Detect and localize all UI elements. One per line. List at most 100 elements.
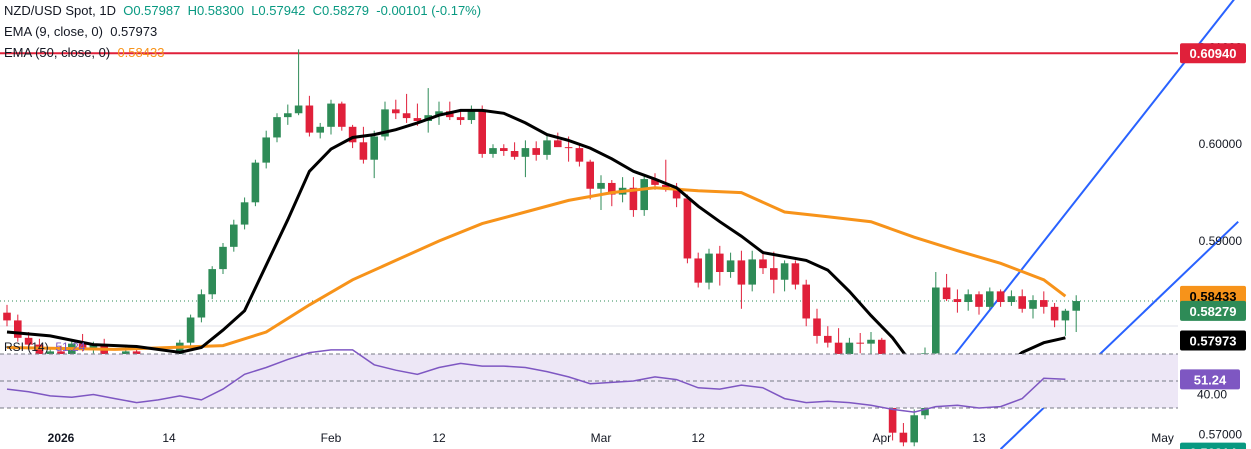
candle: [240, 197, 249, 230]
candle: [1061, 308, 1070, 336]
candle: [575, 144, 584, 167]
candle: [435, 101, 443, 125]
candle: [489, 144, 497, 158]
candle-body: [294, 105, 303, 114]
candle: [748, 250, 756, 292]
legend-rsi-value: 51.24: [55, 340, 86, 354]
candle: [359, 126, 368, 164]
y-tick-label: 0.57000: [1199, 428, 1243, 442]
candle: [964, 289, 972, 311]
candle-body: [953, 299, 962, 303]
candle: [683, 194, 692, 264]
candle-body: [770, 268, 778, 280]
legend-ema50-label: EMA (50, close, 0): [4, 45, 111, 60]
candle: [975, 291, 983, 315]
legend-rsi-label: RSI (14): [4, 340, 49, 354]
candle-body: [791, 263, 800, 285]
candle: [780, 260, 789, 292]
candle-body: [543, 140, 551, 155]
resistance-tag: 0.60940: [1180, 43, 1246, 64]
candle-body: [1050, 306, 1059, 321]
candle-body: [1040, 300, 1048, 307]
close-price-tag-label: 0.58279: [1190, 304, 1237, 319]
candle-body: [824, 335, 832, 343]
candle: [726, 252, 735, 278]
candle-body: [316, 126, 324, 133]
rsi-value-tag-label: 51.24: [1194, 372, 1227, 387]
candle-body: [672, 187, 681, 199]
candle: [478, 105, 486, 158]
legend-high: H0.58300: [187, 3, 244, 18]
ema9-price-tag-bg: [1180, 330, 1246, 351]
candle: [834, 328, 843, 358]
candle: [824, 326, 832, 348]
x-tick-label: Apr: [872, 431, 891, 445]
candle: [543, 134, 551, 160]
candle: [14, 314, 22, 342]
candle: [629, 177, 638, 217]
candle: [532, 141, 540, 161]
candle: [456, 110, 465, 125]
candle-body: [100, 344, 108, 360]
candle-body: [219, 246, 227, 270]
legend-low: L0.57942: [251, 3, 306, 18]
candle-body: [597, 182, 605, 189]
candle-body: [402, 113, 411, 119]
candle-body: [651, 179, 659, 185]
candle-body: [910, 415, 918, 443]
candle-body: [845, 342, 854, 357]
candle: [1040, 291, 1048, 314]
candle-body: [273, 117, 281, 138]
candle-body: [381, 109, 389, 137]
candle: [899, 423, 908, 447]
candle: [3, 304, 11, 327]
candle: [910, 409, 918, 447]
x-tick-label: Feb: [321, 431, 342, 445]
legend-open: O0.57987: [123, 3, 181, 18]
rsi-line: [6, 349, 1066, 413]
candle-body: [813, 318, 821, 336]
candle-body: [608, 182, 616, 195]
candle: [381, 101, 389, 141]
candle: [802, 279, 810, 327]
candle: [986, 287, 994, 310]
support-tag: 0.56814: [1180, 442, 1246, 449]
candle-body: [694, 258, 702, 283]
candle: [597, 175, 605, 211]
candle-body: [532, 148, 540, 155]
candle: [521, 140, 530, 178]
candle-body: [867, 339, 875, 344]
candle: [294, 49, 303, 116]
candle-body: [780, 263, 789, 280]
rsi-value-tag: 51.24: [1180, 369, 1240, 390]
candle-body: [78, 343, 87, 348]
ema9-price-tag-label: 0.57973: [1190, 333, 1237, 348]
legend-ema50-value: 0.58433: [117, 45, 165, 60]
candle: [467, 105, 476, 124]
y-tick-label: 0.59000: [1199, 234, 1243, 248]
candle-body: [726, 260, 735, 273]
candle: [316, 122, 324, 139]
candle-body: [510, 151, 519, 157]
candle-body: [500, 148, 508, 152]
candle: [370, 130, 378, 179]
candle-body: [586, 161, 594, 189]
x-tick-label: May: [1151, 431, 1174, 445]
candle: [251, 159, 260, 207]
ema50-price-tag-label: 0.58433: [1190, 289, 1237, 304]
candle-body: [197, 294, 206, 318]
candle-body: [240, 202, 249, 225]
candle-body: [932, 287, 940, 354]
x-tick-label: 13: [972, 431, 986, 445]
moving-averages: [6, 108, 1067, 387]
candle: [640, 175, 648, 216]
candle-body: [996, 291, 1005, 303]
candle-body: [1018, 296, 1026, 309]
channel-line-2: [999, 220, 1239, 449]
candle-body: [640, 179, 648, 211]
candle: [716, 245, 724, 286]
candle-body: [68, 343, 76, 363]
candle-body: [705, 253, 713, 283]
candle-body: [662, 184, 670, 188]
